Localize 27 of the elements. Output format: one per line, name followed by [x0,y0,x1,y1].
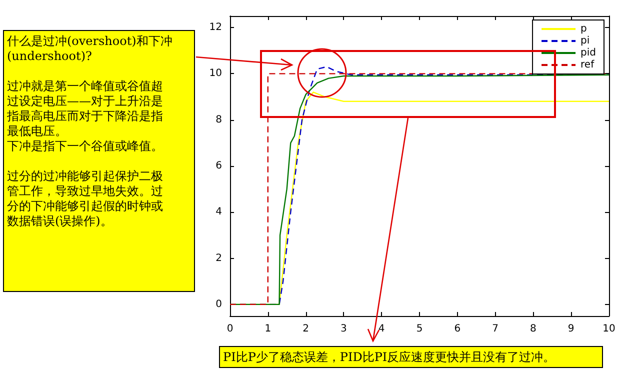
x-tick-label: 0 [226,324,234,334]
x-tick-label: 9 [568,324,574,334]
x-tick-label: 4 [378,324,385,334]
x-tick-label: 8 [530,324,536,334]
legend-label: pid [580,48,596,58]
y-tick-label: 6 [216,160,222,172]
x-tick-label: 2 [302,324,309,334]
x-tick-label: 1 [264,324,272,334]
y-tick-label: 8 [216,114,222,126]
text: 下冲是指下一个谷值或峰值。 [7,139,164,154]
y-tick-label: 12 [209,22,222,34]
x-tick-label: 7 [492,324,498,334]
text: PI比P少了稳态误差，PID比PI反应速度更快并且没有了过冲。 [219,346,603,368]
x-tick-label: 3 [340,324,347,334]
legend-label: ref [580,60,595,70]
legend-label: p [580,24,587,34]
y-tick-label: 0 [216,298,222,310]
text: 什么是过冲(overshoot)和下冲(undershoot)? [7,34,174,64]
x-tick-label: 5 [416,324,423,334]
y-tick-label: 10 [209,68,222,80]
y-tick-label: 4 [216,206,222,218]
x-tick-label: 6 [454,324,461,334]
x-tick-label: 10 [602,324,616,334]
text: 过分的过冲能够引起保护二极管工作，导致过早地失效。过分的下冲能够引起假的时钟或数据错误(误操作)。 [7,169,164,229]
text: 过冲就是第一个峰值或谷值超过设定电压——对于上升沿是指最高电压而对于下降沿是指最低电压。 [7,79,164,139]
legend-label: pi [580,36,590,46]
y-tick-label: 2 [216,252,222,264]
